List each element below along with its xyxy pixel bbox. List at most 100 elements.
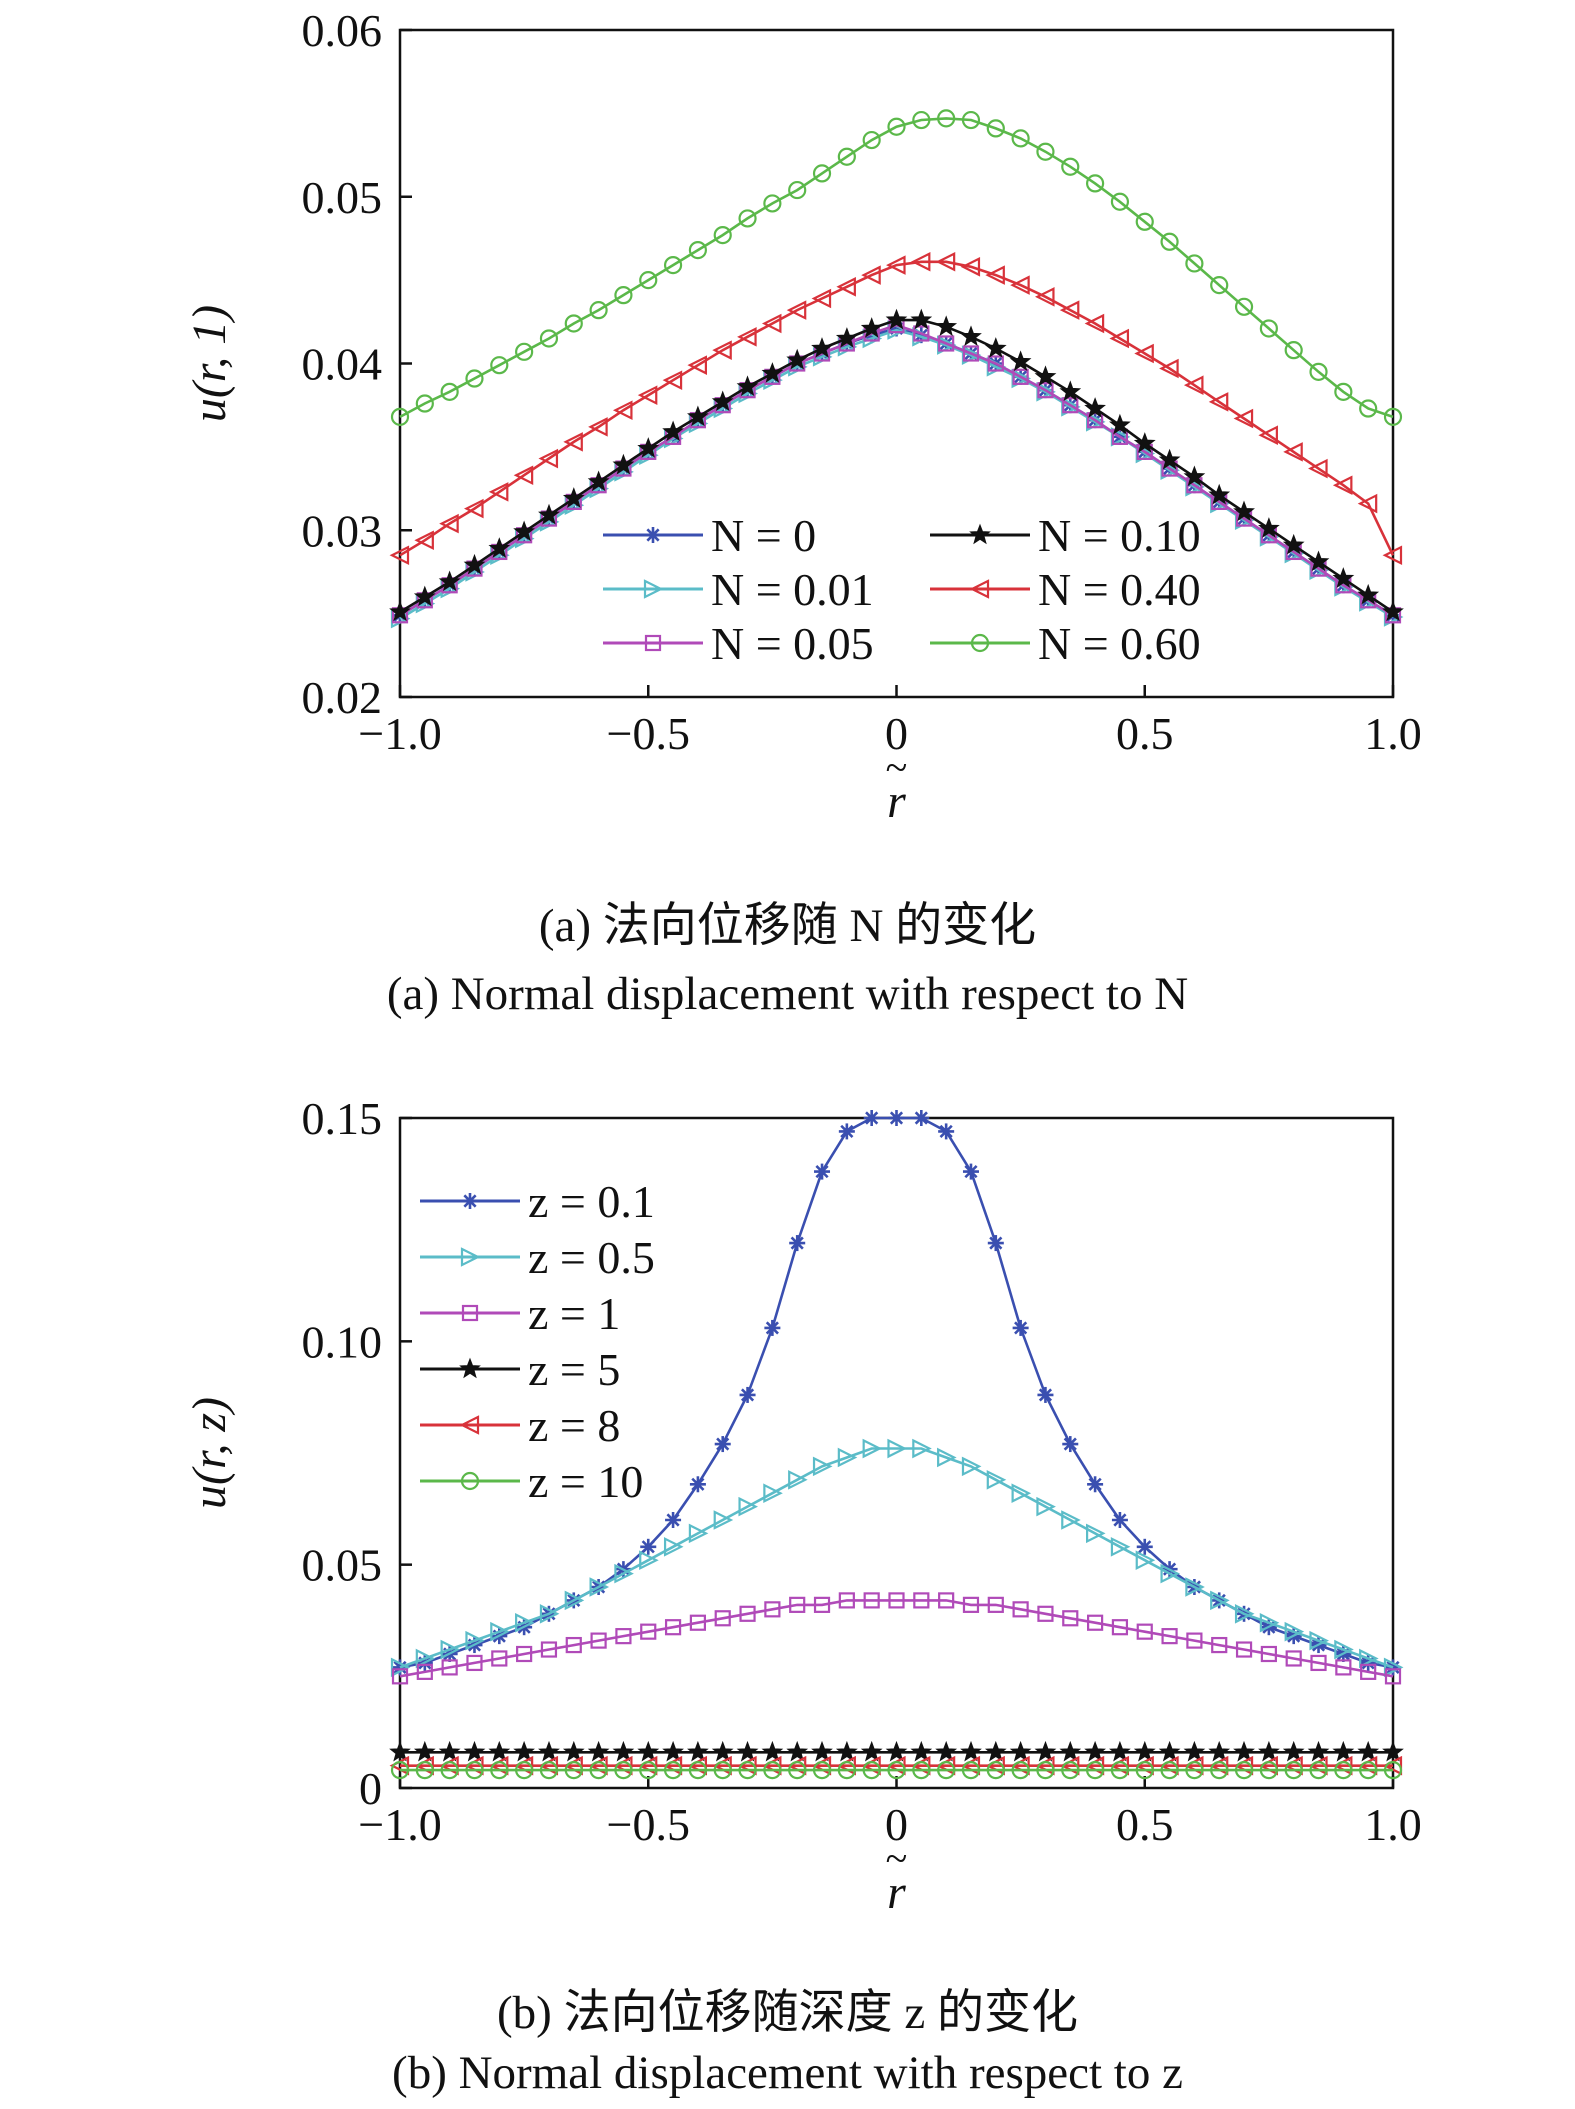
data-point bbox=[1258, 425, 1278, 445]
data-point bbox=[441, 1659, 458, 1676]
data-point bbox=[390, 1761, 410, 1780]
series-line bbox=[399, 327, 1394, 617]
data-point bbox=[515, 1761, 534, 1780]
data-point bbox=[488, 482, 509, 502]
data-point bbox=[1309, 1761, 1328, 1780]
data-point bbox=[738, 1761, 757, 1780]
data-point bbox=[488, 537, 511, 558]
legend-item: N = 0.10 bbox=[930, 510, 1201, 561]
data-point bbox=[739, 1605, 756, 1622]
legend-item: z = 0.1 bbox=[420, 1176, 655, 1227]
data-point bbox=[913, 1110, 930, 1126]
data-point bbox=[786, 1740, 809, 1762]
data-point bbox=[1309, 362, 1328, 381]
y-axis-label: u(r, 1) bbox=[183, 305, 236, 422]
data-point bbox=[1059, 380, 1082, 402]
data-point bbox=[513, 520, 535, 542]
data-point bbox=[688, 241, 708, 260]
data-point bbox=[739, 1386, 756, 1403]
data-point bbox=[811, 1740, 833, 1762]
data-point bbox=[1036, 1761, 1055, 1780]
data-point bbox=[1382, 545, 1403, 566]
legend-label: z = 1 bbox=[528, 1288, 620, 1339]
caption-a-en: (a) Normal displacement with respect to … bbox=[0, 966, 1575, 1022]
data-point bbox=[688, 1761, 708, 1780]
legend-marker bbox=[462, 1193, 478, 1209]
data-point bbox=[465, 1630, 485, 1651]
data-point bbox=[1034, 365, 1057, 387]
data-point bbox=[986, 1470, 1007, 1490]
x-tick-label: 0 bbox=[885, 1799, 908, 1850]
series-1 bbox=[390, 1438, 1404, 1678]
data-point bbox=[1034, 1740, 1057, 1762]
data-point bbox=[836, 277, 856, 297]
data-point bbox=[1259, 1612, 1280, 1633]
data-point bbox=[663, 1537, 684, 1557]
series-line bbox=[399, 318, 1394, 614]
legend-marker bbox=[969, 523, 991, 545]
legend-item: N = 0.40 bbox=[930, 564, 1201, 615]
y-tick-label: 0.04 bbox=[302, 339, 383, 390]
data-point bbox=[714, 1610, 731, 1627]
x-axis-label: r bbox=[887, 1866, 906, 1919]
data-point bbox=[1285, 1650, 1302, 1667]
data-point bbox=[1233, 408, 1254, 429]
data-point bbox=[1210, 1761, 1229, 1780]
data-point bbox=[1036, 1496, 1056, 1517]
data-point bbox=[835, 1740, 858, 1762]
legend-marker bbox=[645, 527, 661, 543]
data-point bbox=[1009, 1740, 1032, 1762]
data-point bbox=[986, 119, 1005, 138]
data-point bbox=[913, 325, 930, 342]
data-point bbox=[564, 314, 583, 333]
data-point bbox=[612, 400, 633, 420]
data-point bbox=[687, 1740, 709, 1762]
data-point bbox=[389, 1740, 411, 1762]
legend: z = 0.1z = 0.5z = 1z = 5z = 8z = 10 bbox=[420, 1176, 655, 1507]
series-5 bbox=[390, 109, 1403, 426]
data-point bbox=[960, 257, 981, 277]
legend-item: z = 0.5 bbox=[420, 1232, 655, 1283]
data-point bbox=[913, 1592, 930, 1609]
data-point bbox=[562, 487, 585, 508]
legend-label: z = 8 bbox=[528, 1400, 620, 1451]
x-axis-label: r bbox=[887, 775, 906, 828]
data-point bbox=[1084, 1740, 1106, 1762]
data-point bbox=[1011, 1483, 1032, 1503]
data-point bbox=[986, 1761, 1005, 1780]
legend-marker bbox=[969, 579, 990, 599]
data-point bbox=[987, 1235, 1004, 1252]
data-point bbox=[887, 117, 906, 136]
data-point bbox=[937, 1761, 956, 1780]
legend-marker bbox=[460, 1471, 480, 1491]
data-point bbox=[1034, 287, 1055, 307]
data-point bbox=[588, 417, 608, 437]
data-point bbox=[1233, 500, 1255, 522]
data-point bbox=[862, 130, 881, 150]
plot-frame bbox=[398, 28, 1395, 699]
data-point bbox=[513, 465, 534, 486]
data-point bbox=[1085, 1523, 1106, 1544]
data-point bbox=[1334, 1639, 1354, 1660]
legend-label: N = 0 bbox=[711, 510, 816, 561]
data-point bbox=[1357, 583, 1380, 605]
data-point bbox=[589, 1761, 608, 1780]
y-tick-label: 0.15 bbox=[302, 1093, 383, 1144]
data-point bbox=[513, 1740, 535, 1762]
data-point bbox=[1284, 1761, 1303, 1780]
data-point bbox=[1133, 1740, 1156, 1762]
data-point bbox=[1158, 1740, 1181, 1762]
data-point bbox=[389, 600, 411, 622]
x-axis-label-tilde: ~ bbox=[886, 1836, 908, 1881]
data-point bbox=[1059, 1740, 1082, 1762]
data-point bbox=[1310, 1654, 1327, 1672]
data-point bbox=[788, 1761, 807, 1780]
data-point bbox=[1160, 1563, 1181, 1584]
data-point bbox=[1359, 1761, 1378, 1780]
data-point bbox=[788, 180, 807, 200]
data-point bbox=[1086, 1614, 1104, 1631]
data-point bbox=[663, 1761, 683, 1780]
data-point bbox=[1136, 1538, 1153, 1555]
data-point bbox=[589, 1577, 610, 1597]
data-point bbox=[1283, 442, 1303, 462]
